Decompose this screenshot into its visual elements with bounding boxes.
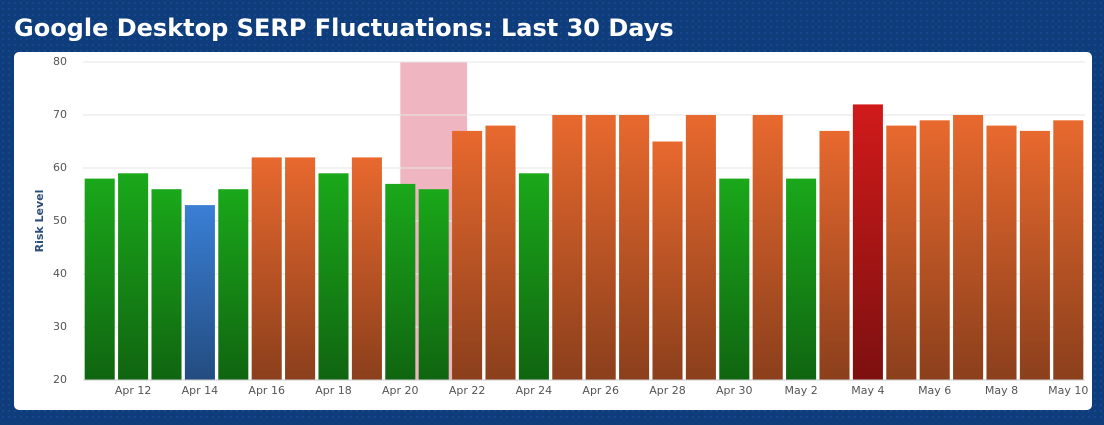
y-tick-label: 60: [53, 161, 67, 174]
y-axis-title: Risk Level: [33, 190, 46, 253]
bar: [418, 189, 449, 380]
bar: [485, 125, 516, 380]
x-tick-label: Apr 20: [382, 384, 419, 397]
y-tick-label: 70: [53, 108, 67, 121]
bar: [1019, 130, 1050, 380]
y-tick-label: 50: [53, 214, 67, 227]
bar: [351, 157, 382, 380]
bar: [218, 189, 249, 380]
bar: [285, 157, 316, 380]
bar: [852, 104, 883, 381]
bar: [953, 115, 984, 380]
bar: [518, 173, 549, 380]
bar: [786, 178, 817, 380]
x-tick-label: May 4: [851, 384, 884, 397]
bar: [151, 189, 182, 380]
x-tick-label: Apr 28: [649, 384, 686, 397]
bar: [184, 205, 215, 380]
bar: [719, 178, 750, 380]
bar: [752, 115, 783, 380]
bar: [118, 173, 149, 380]
bar: [685, 115, 716, 380]
bar: [619, 115, 650, 380]
x-tick-label: Apr 16: [248, 384, 285, 397]
bar: [986, 125, 1017, 380]
y-tick-label: 30: [53, 320, 67, 333]
bar: [652, 141, 683, 380]
x-tick-label: Apr 14: [182, 384, 219, 397]
x-tick-label: May 6: [918, 384, 951, 397]
x-tick-label: May 10: [1048, 384, 1088, 397]
x-tick-label: Apr 12: [115, 384, 152, 397]
bar: [1053, 120, 1084, 381]
x-tick-label: Apr 18: [315, 384, 352, 397]
bar: [919, 120, 950, 381]
bar: [452, 130, 483, 380]
y-tick-label: 80: [53, 55, 67, 68]
bar: [251, 157, 282, 380]
x-tick-label: Apr 24: [516, 384, 553, 397]
y-tick-label: 20: [53, 373, 67, 386]
bar: [552, 115, 583, 380]
chart-title: Google Desktop SERP Fluctuations: Last 3…: [14, 14, 674, 42]
bar: [886, 125, 917, 380]
x-tick-label: May 8: [985, 384, 1018, 397]
x-tick-label: May 2: [784, 384, 817, 397]
x-tick-label: Apr 22: [449, 384, 486, 397]
bar: [84, 178, 115, 380]
bar: [585, 115, 616, 380]
bar: [318, 173, 349, 380]
x-tick-label: Apr 26: [582, 384, 619, 397]
bar: [385, 183, 416, 380]
bar: [819, 130, 850, 380]
y-tick-label: 40: [53, 267, 67, 280]
x-tick-label: Apr 30: [716, 384, 753, 397]
